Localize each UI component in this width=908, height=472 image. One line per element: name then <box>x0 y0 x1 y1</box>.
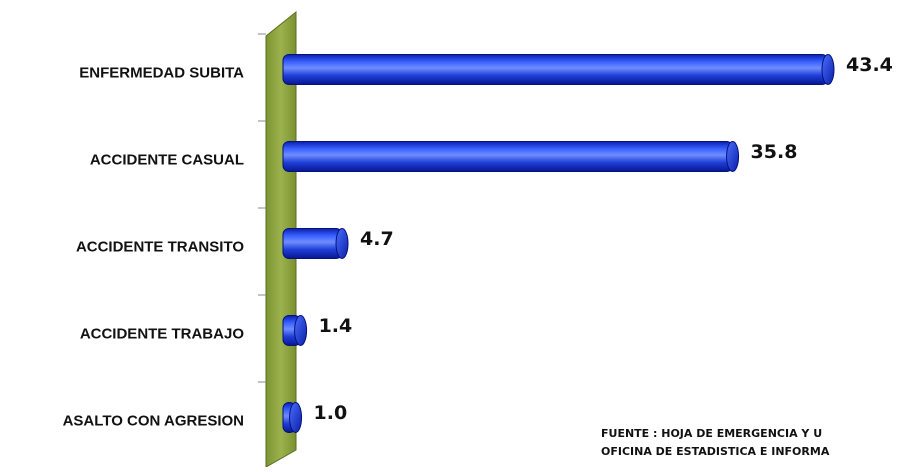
source-note: FUENTE : HOJA DE EMERGENCIA Y U OFICINA … <box>601 425 908 461</box>
bar-cap-0 <box>821 54 835 85</box>
category-label-0: ENFERMEDAD SUBITA <box>79 64 244 81</box>
value-label-3: 1.4 <box>319 315 353 337</box>
value-label-0: 43.4 <box>846 54 893 76</box>
value-label-2: 4.7 <box>360 228 394 250</box>
bar-1 <box>282 141 734 172</box>
category-label-1: ACCIDENTE CASUAL <box>90 151 244 168</box>
source-line-1: FUENTE : HOJA DE EMERGENCIA Y U <box>601 427 823 440</box>
category-label-4: ASALTO CON AGRESION <box>63 412 244 429</box>
bar-0 <box>282 54 829 85</box>
bar-cap-3 <box>294 315 308 346</box>
bar-cap-1 <box>726 141 740 172</box>
category-label-3: ACCIDENTE TRABAJO <box>80 325 245 342</box>
value-label-4: 1.0 <box>314 402 348 424</box>
value-label-1: 35.8 <box>751 141 798 163</box>
bar-2 <box>282 228 343 259</box>
bar-cap-4 <box>289 402 303 433</box>
source-line-2: OFICINA DE ESTADISTICA E INFORMA <box>601 445 830 458</box>
category-label-2: ACCIDENTE TRANSITO <box>76 238 244 255</box>
bar-cap-2 <box>335 228 349 259</box>
axis-wall <box>265 10 297 468</box>
